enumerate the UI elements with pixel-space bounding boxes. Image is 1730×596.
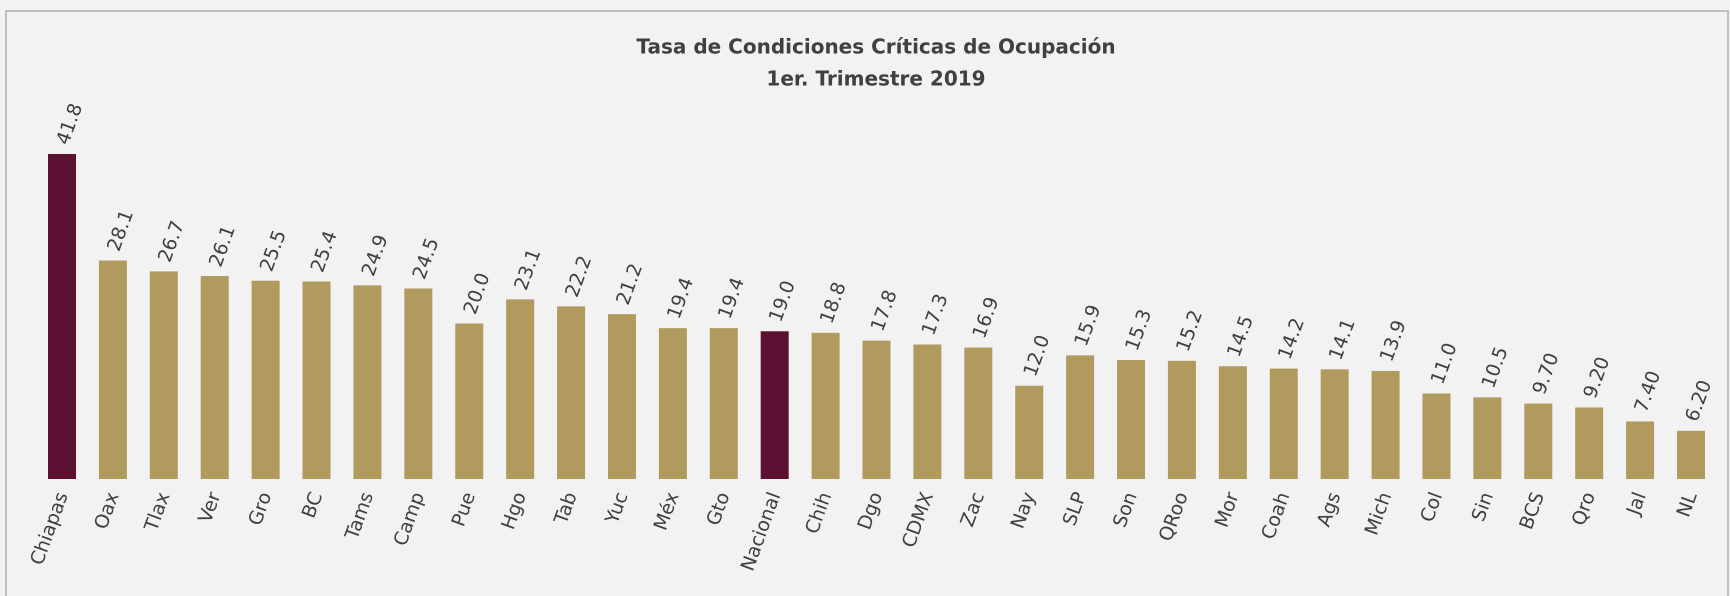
- bar: [811, 332, 840, 479]
- bar: [1015, 385, 1044, 479]
- bar: [98, 260, 127, 479]
- bar: [964, 347, 993, 479]
- bar: [913, 344, 942, 479]
- bar: [1371, 370, 1400, 479]
- bar: [1626, 421, 1655, 479]
- bar: [149, 271, 178, 479]
- bar: [1167, 360, 1196, 479]
- bar: [607, 314, 636, 479]
- bar: [1117, 360, 1146, 479]
- bar: [353, 285, 382, 479]
- bar: [1269, 368, 1298, 479]
- bar: [1473, 397, 1502, 479]
- bar: [1524, 403, 1553, 479]
- bar: [658, 328, 687, 479]
- bar: [709, 328, 738, 479]
- chart-subtitle: 1er. Trimestre 2019: [766, 67, 985, 91]
- bar: [862, 340, 891, 479]
- bar: [1218, 366, 1247, 479]
- chart-title: Tasa de Condiciones Críticas de Ocupació…: [636, 35, 1115, 59]
- bar: [48, 154, 76, 479]
- bar: [200, 276, 229, 479]
- bar: [455, 323, 484, 479]
- bar: [251, 280, 280, 479]
- bar: [1575, 407, 1604, 479]
- bar: [1320, 369, 1349, 479]
- bar: [1066, 355, 1095, 479]
- bar: [1422, 393, 1451, 479]
- bar: [404, 288, 433, 479]
- bar: [760, 331, 789, 479]
- bar: [302, 281, 331, 479]
- bar: [506, 299, 535, 479]
- bar: [1677, 430, 1705, 479]
- bar: [557, 306, 586, 479]
- chart-frame: [5, 10, 1729, 596]
